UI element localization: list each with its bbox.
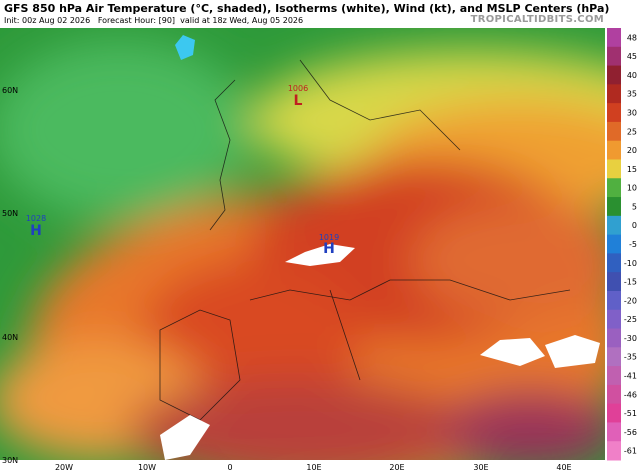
colorbar-label: 0 (632, 221, 637, 230)
colorbar-label: 10 (627, 184, 637, 193)
colorbar-swatch (607, 253, 621, 273)
low-letter: L (294, 93, 303, 109)
longitude-label: 0 (227, 463, 232, 472)
colorbar-swatch (607, 422, 621, 442)
longitude-label: 10E (306, 463, 321, 472)
colorbar-label: 45 (627, 52, 637, 61)
high-letter: H (323, 241, 335, 257)
valid-time: valid at 18z Wed, Aug 05 2026 (180, 16, 304, 25)
low-value: 1006 (288, 84, 308, 93)
colorbar-swatch (607, 159, 621, 179)
longitude-label: 40E (556, 463, 571, 472)
colorbar-label: -20 (624, 296, 637, 305)
cold-pocket (175, 35, 195, 60)
high-value: 1028 (26, 214, 46, 223)
map-title: GFS 850 hPa Air Temperature (°C, shaded)… (4, 2, 610, 15)
colorbar-swatch (607, 178, 621, 198)
colorbar-swatch (607, 290, 621, 311)
colorbar-label: -41 (624, 371, 637, 380)
coastlines (159, 59, 571, 421)
latitude-label: 30N (2, 456, 18, 465)
longitude-label: 20W (55, 463, 73, 472)
colorbar-label: 40 (627, 71, 637, 80)
colorbar-label: -56 (624, 428, 637, 437)
colorbar-swatch (607, 215, 621, 236)
colorbar-label: -46 (624, 390, 637, 399)
colorbar-swatch (607, 197, 621, 217)
colorbar-label: 5 (632, 202, 637, 211)
forecast-hour: Forecast Hour: [90] (97, 16, 176, 25)
colorbar-label: 35 (627, 90, 637, 99)
latitude-label: 40N (2, 333, 18, 342)
colorbar-swatch (607, 309, 621, 330)
colorbar-swatch (607, 28, 621, 48)
colorbar-label: 48 (627, 33, 637, 42)
colorbar-label: -35 (624, 353, 637, 362)
colorbar-label: -51 (624, 409, 637, 418)
colorbar-label: -10 (624, 259, 637, 268)
colorbar-swatch (607, 403, 621, 423)
colorbar-swatch (607, 234, 621, 254)
latitude-label: 60N (2, 86, 18, 95)
colorbar-label: 15 (627, 165, 637, 174)
high-value: 1019 (319, 233, 339, 242)
colorbar-swatch (607, 46, 621, 67)
colorbar-swatch (607, 328, 621, 348)
watermark: TROPICALTIDBITS.COM (470, 14, 604, 25)
colorbar-label: 20 (627, 146, 637, 155)
terrain-mask (160, 244, 600, 460)
colorbar-swatch (607, 103, 621, 123)
colorbar-label: -15 (624, 278, 637, 287)
longitude-label: 10W (138, 463, 156, 472)
temperature-field (0, 28, 605, 460)
pressure-centers: 1006 L 1028 H 1019 H (26, 84, 339, 257)
high-letter: H (30, 223, 42, 239)
colorbar-label: 30 (627, 109, 637, 118)
colorbar-swatch (607, 384, 621, 405)
colorbar-swatch (607, 366, 621, 386)
map-subtitle: Init: 00z Aug 02 2026 Forecast Hour: [90… (4, 16, 303, 25)
colorbar-swatch (607, 84, 621, 104)
longitude-label: 20E (389, 463, 404, 472)
longitude-label: 30E (473, 463, 488, 472)
latitude-label: 50N (2, 209, 18, 218)
colorbar-label: -25 (624, 315, 637, 324)
colorbar-swatch (607, 140, 621, 160)
colorbar-label: 25 (627, 127, 637, 136)
colorbar-swatch (607, 121, 621, 142)
colorbar-label: -5 (629, 240, 637, 249)
colorbar-label: -30 (624, 334, 637, 343)
colorbar-swatch (607, 441, 621, 461)
colorbar-swatch (607, 272, 621, 292)
colorbar-label: -61 (624, 447, 637, 456)
init-time: Init: 00z Aug 02 2026 (4, 16, 91, 25)
colorbar-swatch (607, 65, 621, 85)
colorbar-swatch (607, 347, 621, 367)
